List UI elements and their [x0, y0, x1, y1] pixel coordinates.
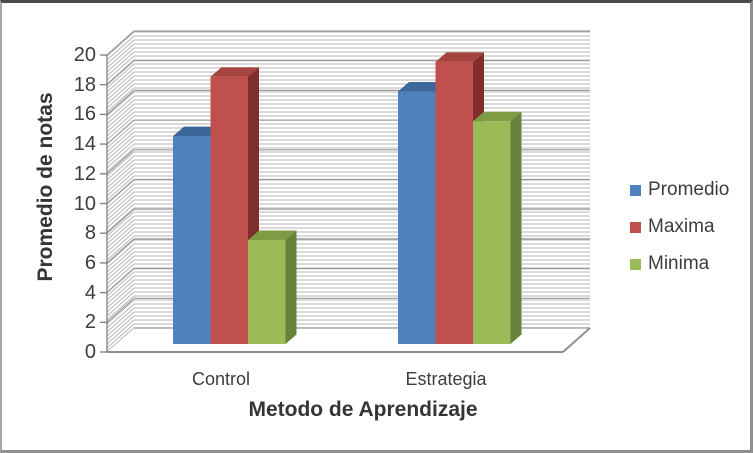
category-label-control: Control — [191, 369, 251, 389]
legend-label-maxima: Maxima — [648, 216, 715, 237]
y-tick-label: 10 — [73, 192, 96, 215]
y-axis-title: Promedio de notas — [34, 92, 57, 282]
y-tick-label: 4 — [84, 281, 96, 304]
legend: Promedio Maxima Minima — [630, 178, 729, 289]
legend-item-maxima: Maxima — [630, 215, 729, 239]
y-axis — [100, 54, 108, 353]
y-tick-label: 18 — [73, 73, 96, 96]
left-wall — [106, 30, 135, 353]
y-tick-label: 12 — [73, 162, 96, 185]
legend-swatch-promedio — [630, 184, 641, 196]
x-axis-title: Metodo de Aprendizaje — [248, 398, 478, 421]
bar-control-minima — [248, 230, 297, 344]
bar-estrategia-minima — [473, 111, 522, 344]
legend-label-minima: Minima — [648, 253, 710, 274]
y-tick-label: 6 — [84, 251, 96, 274]
category-label-estrategia: Estrategia — [405, 369, 487, 389]
y-tick-label: 2 — [84, 311, 96, 334]
legend-label-promedio: Promedio — [648, 179, 730, 200]
legend-swatch-maxima — [630, 221, 641, 233]
legend-item-minima: Minima — [630, 252, 729, 276]
legend-swatch-minima — [630, 258, 641, 270]
y-tick-label: 14 — [73, 133, 96, 156]
y-tick-label: 8 — [84, 222, 96, 245]
y-tick-label: 0 — [84, 341, 96, 363]
y-tick-label: 16 — [73, 103, 96, 126]
legend-item-promedio: Promedio — [630, 178, 729, 202]
y-tick-label: 20 — [73, 44, 96, 66]
